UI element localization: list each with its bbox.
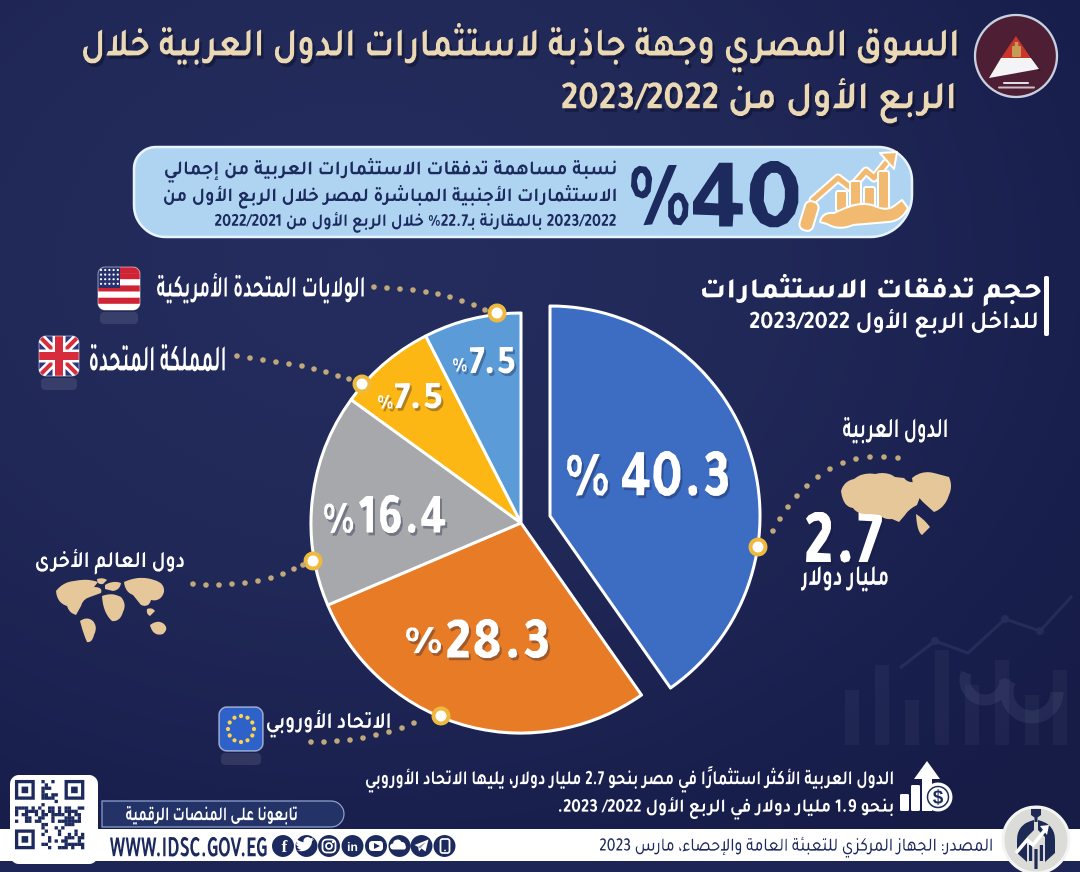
svg-text:in: in [347, 840, 358, 854]
svg-text:f: f [282, 837, 288, 856]
svg-text:$: $ [933, 788, 944, 809]
